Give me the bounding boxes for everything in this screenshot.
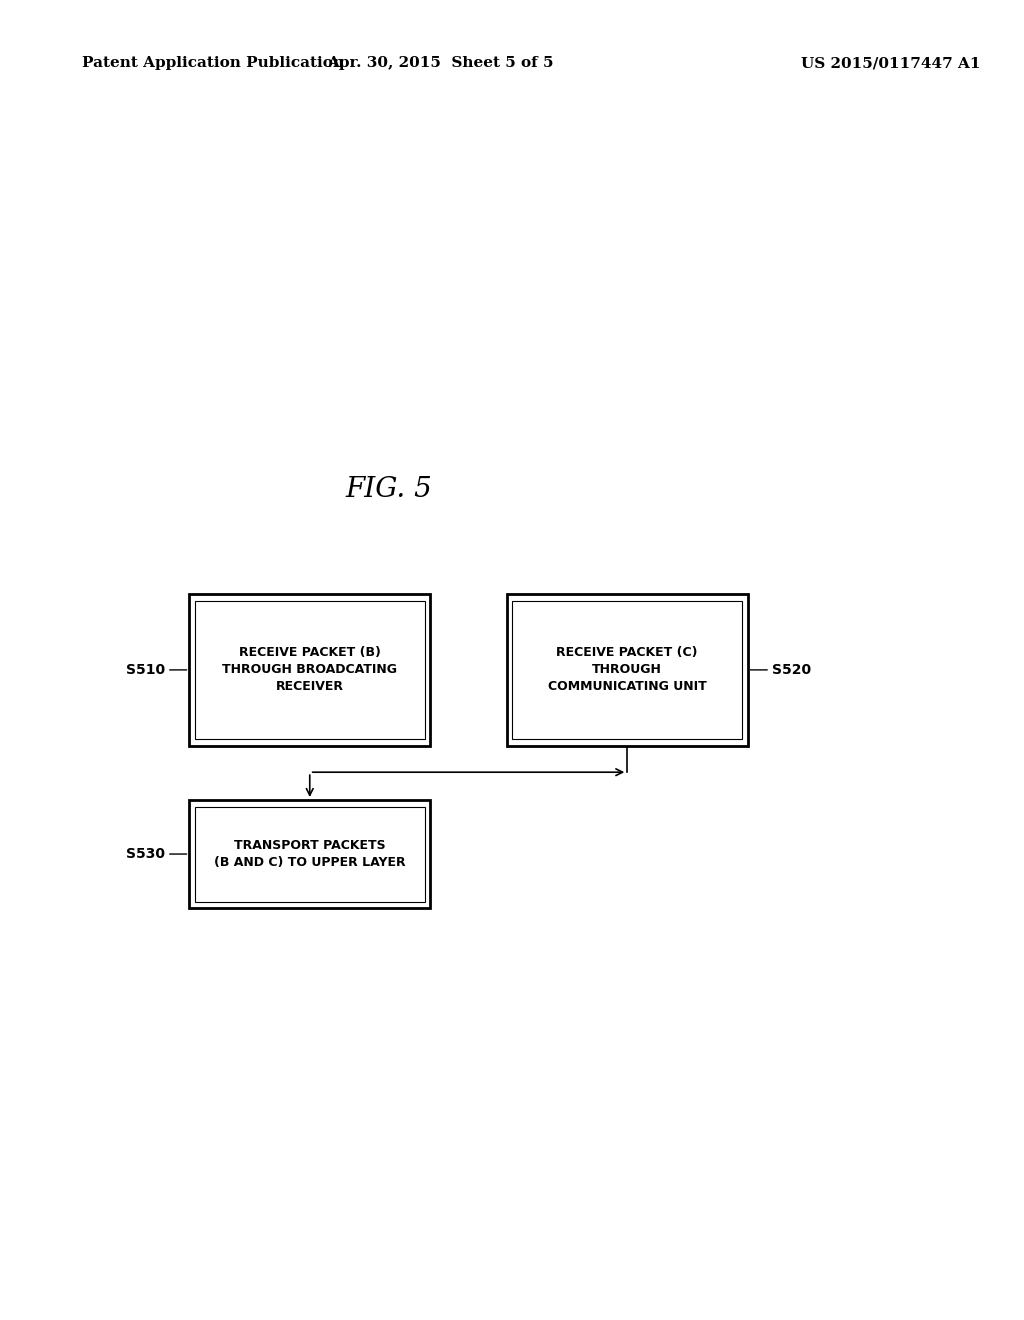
Text: Patent Application Publication: Patent Application Publication	[82, 57, 344, 70]
Bar	[195, 807, 425, 902]
Text: RECEIVE PACKET (B)
THROUGH BROADCATING
RECEIVER: RECEIVE PACKET (B) THROUGH BROADCATING R…	[222, 647, 397, 693]
Bar	[512, 601, 742, 739]
Bar	[507, 594, 748, 746]
Text: TRANSPORT PACKETS
(B AND C) TO UPPER LAYER: TRANSPORT PACKETS (B AND C) TO UPPER LAY…	[214, 840, 406, 869]
Text: US 2015/0117447 A1: US 2015/0117447 A1	[801, 57, 981, 70]
Bar	[189, 594, 430, 746]
Text: S510: S510	[126, 663, 165, 677]
Bar	[195, 601, 425, 739]
Text: S530: S530	[126, 847, 165, 861]
Bar	[189, 800, 430, 908]
Text: FIG. 5: FIG. 5	[346, 477, 432, 503]
Text: Apr. 30, 2015  Sheet 5 of 5: Apr. 30, 2015 Sheet 5 of 5	[327, 57, 554, 70]
Text: RECEIVE PACKET (C)
THROUGH
COMMUNICATING UNIT: RECEIVE PACKET (C) THROUGH COMMUNICATING…	[548, 647, 707, 693]
Text: S520: S520	[772, 663, 811, 677]
